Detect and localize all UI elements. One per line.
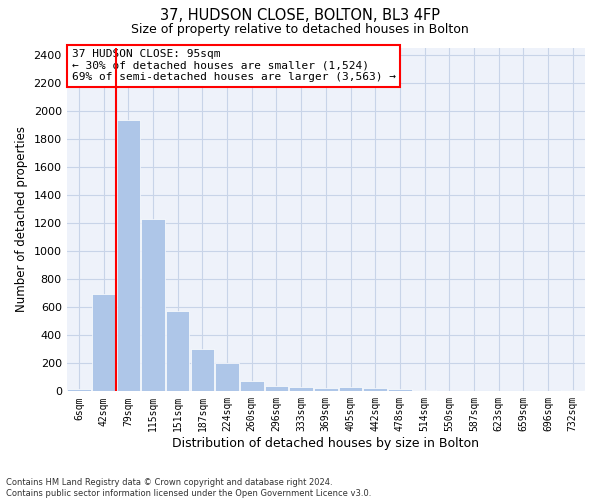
Text: 37 HUDSON CLOSE: 95sqm
← 30% of detached houses are smaller (1,524)
69% of semi-: 37 HUDSON CLOSE: 95sqm ← 30% of detached… <box>72 49 396 82</box>
Bar <box>92 294 115 392</box>
Bar <box>215 364 239 392</box>
Bar <box>314 388 338 392</box>
Y-axis label: Number of detached properties: Number of detached properties <box>15 126 28 312</box>
Bar <box>364 388 387 392</box>
Bar <box>561 390 584 392</box>
Bar <box>67 389 91 392</box>
Bar <box>388 389 412 392</box>
Bar <box>240 381 263 392</box>
Bar <box>462 390 485 392</box>
Bar <box>265 386 288 392</box>
Text: Size of property relative to detached houses in Bolton: Size of property relative to detached ho… <box>131 22 469 36</box>
Text: 37, HUDSON CLOSE, BOLTON, BL3 4FP: 37, HUDSON CLOSE, BOLTON, BL3 4FP <box>160 8 440 22</box>
Bar <box>339 387 362 392</box>
X-axis label: Distribution of detached houses by size in Bolton: Distribution of detached houses by size … <box>172 437 479 450</box>
Bar <box>191 349 214 392</box>
Bar <box>166 312 190 392</box>
Bar <box>413 390 436 392</box>
Text: Contains HM Land Registry data © Crown copyright and database right 2024.
Contai: Contains HM Land Registry data © Crown c… <box>6 478 371 498</box>
Bar <box>116 120 140 392</box>
Bar <box>289 387 313 392</box>
Bar <box>142 218 165 392</box>
